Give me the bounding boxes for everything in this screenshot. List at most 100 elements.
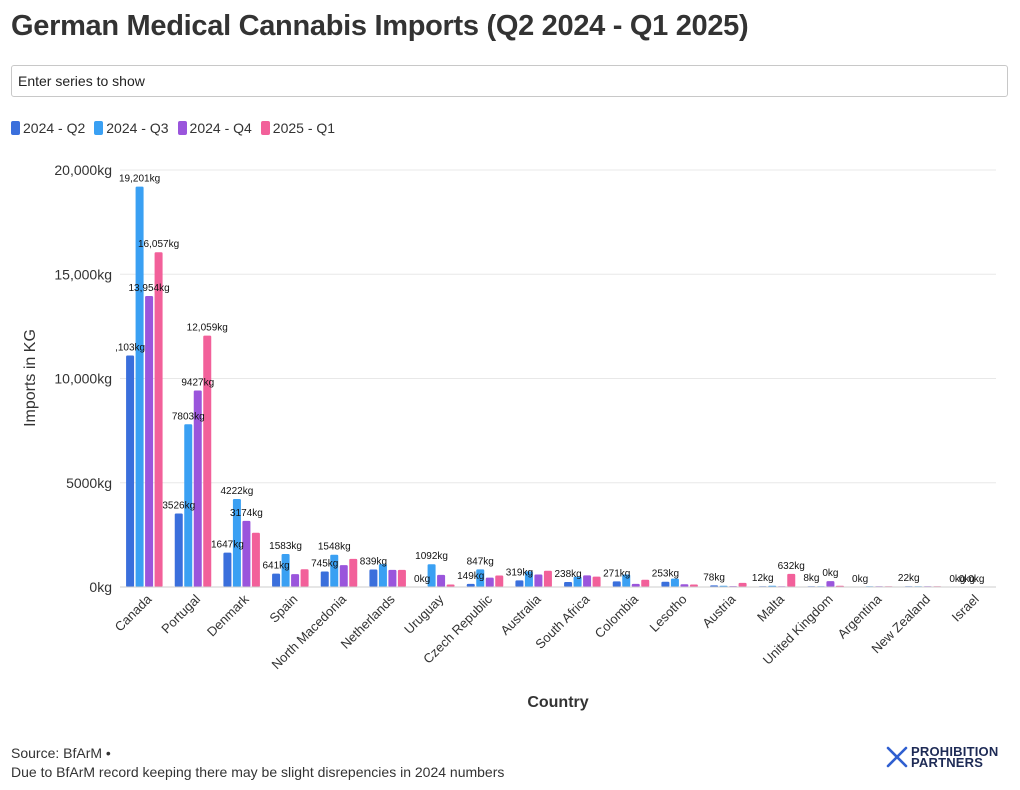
- legend-label: 2024 - Q3: [106, 120, 169, 136]
- data-label: 271kg: [603, 568, 630, 579]
- bar: [369, 569, 378, 587]
- series-search-input[interactable]: [11, 65, 1008, 97]
- bar: [291, 574, 300, 587]
- bar: [622, 574, 631, 587]
- chart-footer: Source: BfArM • Due to BfArM record keep…: [11, 744, 504, 782]
- bar: [281, 553, 290, 587]
- data-label: 0kg: [968, 574, 984, 585]
- bar: [232, 498, 241, 587]
- legend-label: 2024 - Q2: [23, 120, 86, 136]
- y-axis-title: Imports in KG: [22, 329, 39, 427]
- bar: [641, 579, 650, 587]
- legend-swatch: [260, 121, 270, 135]
- bar: [272, 573, 281, 587]
- y-tick-label: 10,000kg: [54, 371, 112, 387]
- bar: [427, 564, 436, 587]
- data-label: 7803kg: [172, 411, 205, 422]
- bar: [378, 564, 387, 587]
- data-label: 632kg: [778, 561, 805, 572]
- page-title: German Medical Cannabis Imports (Q2 2024…: [11, 10, 749, 42]
- bar: [738, 582, 747, 587]
- bar: [388, 569, 397, 587]
- bar: [680, 584, 689, 587]
- bar: [524, 571, 533, 587]
- bar: [320, 571, 329, 587]
- bar: [349, 558, 358, 587]
- data-label: 1092kg: [415, 551, 448, 562]
- bar: [126, 355, 135, 587]
- bar: [631, 583, 640, 587]
- y-tick-label: 15,000kg: [54, 266, 112, 282]
- bar: [135, 186, 144, 587]
- x-tick-label: Denmark: [204, 591, 252, 639]
- bar: [476, 569, 485, 587]
- x-tick-label: Spain: [266, 592, 300, 626]
- data-label: 641kg: [262, 561, 289, 572]
- legend-swatch: [94, 121, 104, 135]
- bar: [543, 570, 552, 587]
- data-label: ,103kg: [115, 343, 145, 354]
- legend-swatch: [177, 121, 187, 135]
- x-tick-label: Malta: [754, 591, 788, 625]
- data-label: 12,059kg: [187, 323, 228, 334]
- data-label: 13,954kg: [129, 283, 170, 294]
- bar: [397, 569, 406, 587]
- legend-item-2024-q2[interactable]: 2024 - Q2: [11, 120, 85, 136]
- bar: [573, 576, 582, 587]
- data-label: 22kg: [898, 573, 920, 584]
- data-label: 1647kg: [211, 540, 244, 551]
- y-tick-label: 20,000kg: [54, 162, 112, 178]
- bar: [446, 584, 455, 587]
- bar: [495, 575, 504, 587]
- bar: [330, 554, 339, 587]
- bar: [670, 578, 679, 587]
- bar: [534, 574, 543, 587]
- data-label: 0kg: [852, 574, 868, 585]
- legend-item-2024-q3[interactable]: 2024 - Q3: [94, 120, 169, 136]
- legend-label: 2025 - Q1: [272, 120, 336, 136]
- data-label: 12kg: [752, 573, 774, 584]
- x-tick-label: Portugal: [158, 591, 203, 636]
- bar: [154, 252, 163, 587]
- data-label: 19,201kg: [119, 174, 160, 185]
- data-label: 1548kg: [318, 542, 351, 553]
- x-tick-label: Uruguay: [401, 591, 447, 637]
- bar: [515, 580, 524, 587]
- data-label: 847kg: [467, 556, 494, 567]
- bar: [251, 532, 260, 587]
- bar: [592, 576, 601, 587]
- chart-legend: 2024 - Q2 2024 - Q3 2024 - Q4 2025 - Q1: [11, 120, 335, 136]
- disclaimer-note: Due to BfArM record keeping there may be…: [11, 764, 505, 780]
- bar: [612, 581, 621, 587]
- legend-label: 2024 - Q4: [189, 120, 252, 136]
- prohibition-partners-logo: PROHIBITION PARTNERS: [886, 745, 998, 770]
- bar: [661, 581, 670, 587]
- bar: [485, 577, 494, 587]
- source-note: Source: BfArM •: [11, 745, 111, 761]
- bar: [689, 584, 698, 587]
- x-tick-label: Australia: [497, 591, 544, 638]
- x-tick-label: Austria: [699, 591, 739, 631]
- bar: [184, 424, 193, 587]
- data-label: 0kg: [414, 574, 430, 585]
- logo-line-2: PARTNERS: [911, 755, 984, 770]
- legend-item-2025-q1[interactable]: 2025 - Q1: [260, 120, 336, 136]
- data-label: 0kg: [949, 574, 965, 585]
- x-tick-label: Lesotho: [646, 592, 689, 635]
- data-label: 149kg: [457, 571, 484, 582]
- bar: [193, 390, 202, 587]
- x-tick-label: Israel: [949, 591, 982, 624]
- bar: [339, 565, 348, 587]
- bar: [466, 583, 475, 587]
- x-tick-label: Canada: [112, 591, 155, 634]
- x-axis-title: Country: [527, 694, 588, 711]
- bar: [826, 581, 835, 587]
- legend-swatch: [11, 121, 20, 135]
- y-tick-label: 0kg: [89, 579, 112, 595]
- data-label: 253kg: [652, 569, 679, 580]
- bar-chart: 0kg 5000kg 10,000kg 15,000kg 20,000kg ,103kg 1…: [22, 162, 996, 711]
- data-label: 238kg: [554, 569, 581, 580]
- legend-item-2024-q4[interactable]: 2024 - Q4: [177, 120, 252, 136]
- bar: [174, 513, 183, 587]
- bar: [583, 575, 592, 587]
